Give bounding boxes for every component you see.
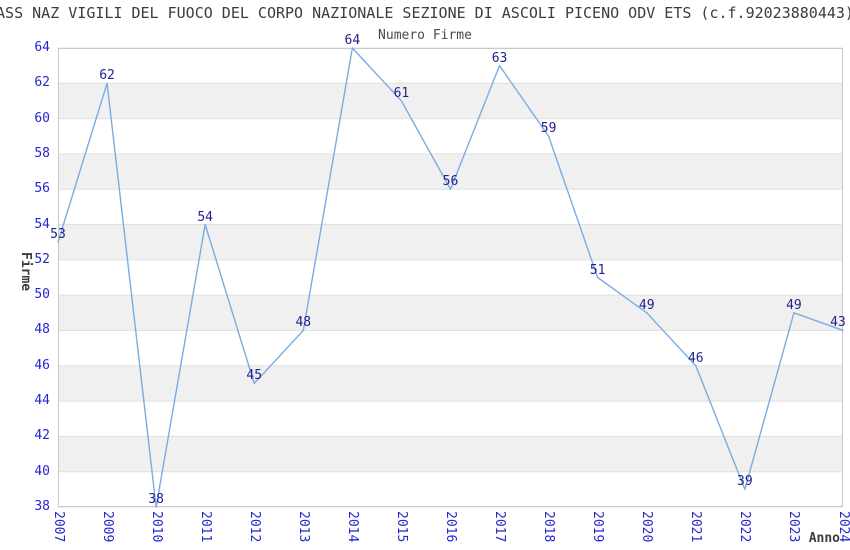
data-point-label: 45 [246, 368, 263, 384]
x-tick-label: 2014 [344, 511, 360, 543]
x-tick-label: 2023 [786, 511, 802, 543]
data-point-label: 51 [589, 262, 606, 278]
y-tick-label: 38 [34, 499, 50, 514]
x-tick-label: 2009 [99, 511, 115, 543]
data-point-label: 49 [786, 297, 802, 313]
plot-frame [58, 48, 843, 507]
x-tick-label: 2010 [148, 511, 164, 543]
plot-area [57, 47, 844, 508]
data-point-label: 63 [491, 50, 508, 66]
y-tick-label: 44 [34, 393, 50, 409]
band-stripe [58, 224, 843, 260]
data-line [57, 47, 844, 508]
x-tick-label: 2018 [541, 511, 557, 543]
y-tick-label: 54 [34, 216, 50, 232]
x-tick-label: 2012 [246, 511, 262, 543]
data-point-label: 49 [638, 297, 655, 313]
data-point-label: 62 [99, 68, 115, 84]
chart-title: ASS NAZ VIGILI DEL FUOCO DEL CORPO NAZIO… [0, 4, 850, 22]
x-tick-label: 2015 [393, 511, 409, 543]
x-tick-label: 2011 [197, 511, 213, 543]
y-tick-label: 60 [34, 110, 50, 126]
y-tick-label: 64 [34, 40, 50, 55]
band-stripe [58, 83, 843, 119]
x-tick-label: 2020 [639, 511, 655, 543]
y-tick-label: 62 [34, 75, 50, 91]
data-point-label: 59 [540, 121, 557, 137]
x-tick-label: 2016 [443, 511, 458, 543]
data-point-label: 39 [737, 474, 753, 490]
data-point-label: 46 [687, 350, 704, 366]
x-tick-label: 2013 [295, 511, 311, 543]
band-stripe [58, 153, 843, 190]
y-tick-label: 40 [34, 463, 50, 479]
data-point-label: 61 [393, 85, 410, 101]
data-point-label: 54 [197, 209, 214, 225]
x-tick-label: 2019 [590, 511, 606, 543]
data-point-label: 53 [50, 227, 66, 243]
chart-subtitle: Numero Firme [378, 28, 472, 43]
x-tick-label: 2021 [688, 511, 704, 543]
data-point-label: 43 [830, 315, 846, 331]
x-tick-label: 2022 [737, 511, 753, 543]
x-tick-label: 2024 [835, 511, 850, 543]
band-stripe [58, 365, 843, 402]
y-tick-label: 42 [34, 428, 50, 444]
y-tick-label: 48 [34, 322, 50, 338]
y-tick-label: 58 [34, 145, 50, 161]
y-tick-label: 50 [34, 287, 50, 303]
y-tick-label: 56 [34, 181, 50, 197]
data-point-label: 48 [295, 315, 312, 331]
band-stripe [58, 295, 843, 331]
x-axis-title: Anno [808, 531, 840, 546]
x-tick-label: 2007 [50, 511, 66, 543]
x-tick-label: 2017 [492, 511, 508, 543]
data-point-label: 64 [344, 33, 361, 48]
data-point-label: 56 [442, 174, 459, 190]
y-tick-label: 46 [34, 357, 50, 373]
y-tick-label: 52 [34, 251, 50, 267]
band-stripe [58, 436, 843, 472]
data-point-label: 38 [148, 492, 164, 507]
